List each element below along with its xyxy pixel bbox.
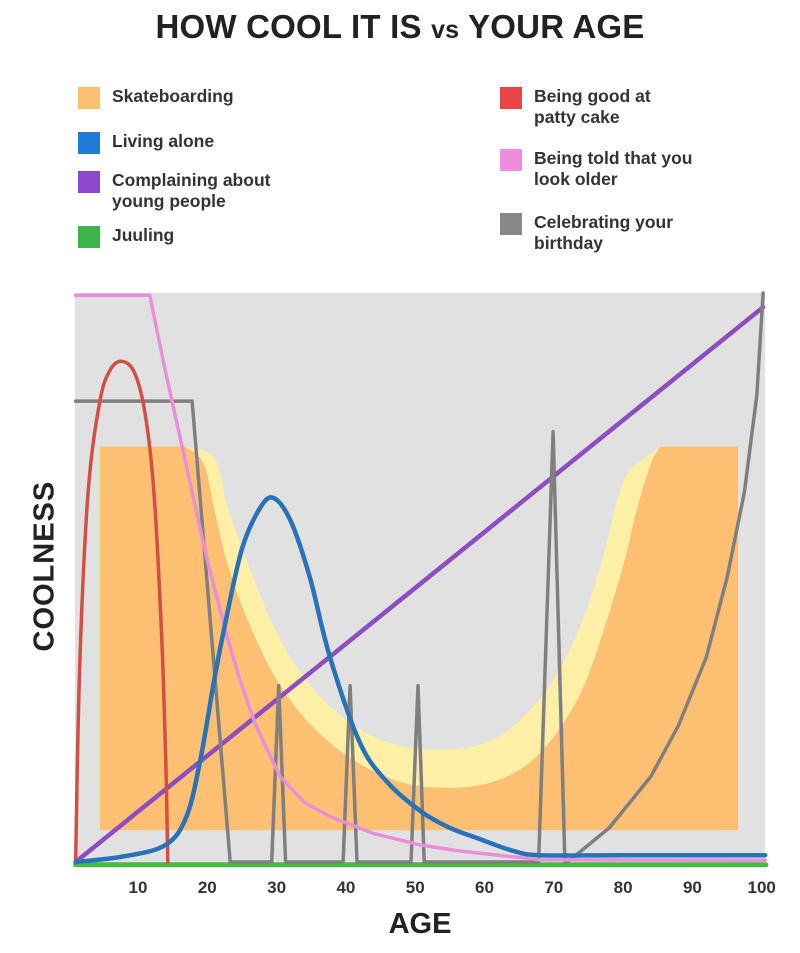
legend-label: Juuling [112, 225, 175, 245]
legend-item-look-older: Being told that you look older [500, 148, 704, 190]
x-tick-label: 30 [267, 878, 286, 897]
legend-swatch [78, 171, 100, 193]
living-alone-line [73, 495, 768, 865]
chart-title: HOW COOL IT IS vs YOUR AGE [0, 8, 800, 46]
x-tick-label: 10 [129, 878, 148, 897]
legend-label: Being told that you look older [534, 148, 693, 189]
x-tick-label: 100 [748, 878, 776, 897]
patty-cake-line [73, 359, 170, 864]
legend-item-juuling: Juuling [78, 225, 312, 248]
legend-swatch [500, 213, 522, 235]
title-main: HOW COOL IT IS [155, 8, 422, 45]
x-tick-label: 40 [336, 878, 355, 897]
x-tick-label: 80 [614, 878, 633, 897]
look-older-line [73, 293, 767, 863]
title-vs: vs [431, 16, 460, 44]
legend-item-birthday: Celebrating your birthday [500, 212, 714, 254]
legend-label: Complaining about young people [112, 170, 271, 211]
y-axis-label: COOLNESS [28, 480, 61, 652]
skateboarding-coping-band [185, 446, 661, 788]
legend-label: Celebrating your birthday [534, 212, 674, 253]
legend-label: Skateboarding [112, 86, 234, 106]
x-axis-label: AGE [388, 908, 452, 940]
birthday-line [73, 291, 765, 864]
x-tick-label: 20 [198, 878, 217, 897]
x-tick-label: 70 [544, 878, 563, 897]
legend-label: Living alone [112, 131, 215, 151]
legend-swatch [78, 87, 100, 109]
legend-swatch [500, 149, 522, 171]
x-tick-label: 90 [683, 878, 702, 897]
legend-swatch [78, 132, 100, 154]
complaining-line [73, 304, 766, 865]
x-tick-label: 60 [475, 878, 494, 897]
legend-item-patty-cake: Being good at patty cake [500, 86, 694, 128]
legend-label: Being good at patty cake [534, 86, 651, 127]
x-tick-label: 50 [406, 878, 425, 897]
legend-swatch [500, 87, 522, 109]
legend-item-skateboarding: Skateboarding [78, 86, 312, 109]
legend-item-complaining: Complaining about young people [78, 170, 322, 212]
legend-swatch [78, 226, 100, 248]
title-end: YOUR AGE [468, 8, 645, 45]
legend-item-living-alone: Living alone [78, 131, 312, 154]
